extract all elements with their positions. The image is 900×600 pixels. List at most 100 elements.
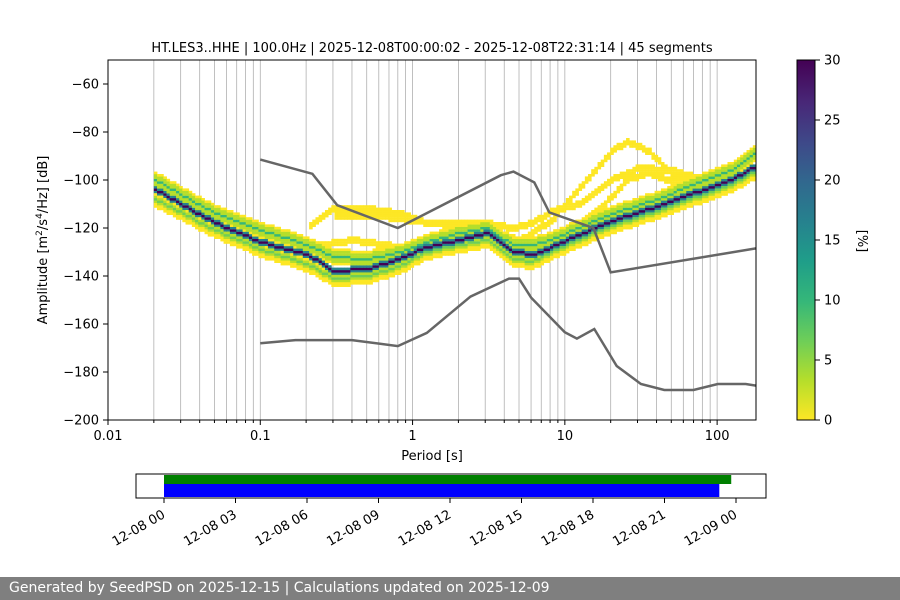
heatmap-cell — [160, 181, 164, 184]
heatmap-cell — [312, 262, 316, 266]
heatmap-cell — [752, 178, 756, 182]
heatmap-cell — [746, 150, 751, 153]
heatmap-cell — [176, 217, 180, 220]
heatmap-cell — [245, 234, 250, 237]
heatmap-cell — [521, 253, 526, 256]
heatmap-cell — [267, 234, 272, 237]
heatmap-cell — [588, 236, 592, 239]
heatmap-cell — [550, 258, 554, 261]
heatmap-cell — [210, 222, 215, 225]
heatmap-cell — [619, 176, 624, 179]
heatmap-cell — [752, 152, 756, 155]
heatmap-cell — [258, 226, 262, 230]
heatmap-cell — [185, 210, 190, 213]
heatmap-cell — [572, 205, 576, 208]
heatmap-cell — [176, 193, 180, 196]
heatmap-cell — [743, 183, 747, 187]
heatmap-cell — [534, 262, 538, 266]
heatmap-cell — [350, 253, 354, 256]
heatmap-cell — [195, 226, 199, 230]
heatmap-cell — [328, 248, 332, 251]
heatmap-cell — [290, 231, 294, 235]
heatmap-cell — [182, 188, 186, 191]
heatmap-cell — [388, 219, 392, 223]
heatmap-cell — [657, 214, 662, 218]
timeline-tick-label: 12-08 00 — [110, 507, 168, 549]
heatmap-cell — [312, 243, 316, 247]
heatmap-cell — [331, 238, 335, 242]
heatmap-cell — [188, 205, 193, 208]
heatmap-cell — [350, 236, 354, 239]
heatmap-cell — [575, 224, 579, 227]
heatmap-cell — [629, 205, 633, 208]
heatmap-cell — [683, 181, 687, 184]
heatmap-cell — [195, 202, 199, 206]
heatmap-cell — [657, 157, 662, 160]
heatmap-cell — [692, 181, 697, 184]
heatmap-cell — [499, 234, 503, 237]
heatmap-cell — [217, 231, 221, 235]
heatmap-cell — [562, 229, 567, 232]
heatmap-cell — [702, 171, 706, 175]
heatmap-cell — [328, 212, 332, 215]
heatmap-cell — [613, 210, 617, 213]
heatmap-cell — [160, 183, 164, 187]
heatmap-cell — [645, 150, 649, 153]
heatmap-cell — [423, 255, 427, 259]
heatmap-cell — [201, 198, 205, 201]
heatmap-cell — [375, 267, 380, 271]
heatmap-cell — [657, 202, 662, 206]
heatmap-cell — [350, 214, 354, 218]
heatmap-cell — [553, 207, 557, 211]
heatmap-cell — [695, 195, 700, 199]
heatmap-cell — [198, 217, 202, 220]
heatmap-cell — [711, 178, 716, 182]
heatmap-cell — [543, 238, 548, 242]
heatmap-cell — [515, 258, 519, 261]
heatmap-cell — [584, 195, 589, 199]
heatmap-cell — [727, 166, 732, 170]
heatmap-cell — [578, 200, 583, 203]
heatmap-cell — [588, 212, 592, 215]
heatmap-cell — [651, 207, 655, 211]
heatmap-cell — [401, 255, 405, 259]
heatmap-cell — [632, 212, 636, 215]
heatmap-cell — [280, 255, 285, 259]
heatmap-cell — [204, 231, 209, 235]
heatmap-cell — [613, 224, 617, 227]
heatmap-cell — [553, 210, 557, 213]
heatmap-cell — [416, 222, 421, 225]
heatmap-cell — [299, 260, 304, 263]
heatmap-cell — [610, 207, 614, 211]
heatmap-cell — [328, 279, 332, 283]
heatmap-cell — [607, 217, 611, 220]
heatmap-cell — [426, 248, 430, 251]
heatmap-cell — [619, 183, 624, 187]
colorbar-tick-label: 5 — [824, 354, 832, 369]
heatmap-cell — [153, 190, 158, 194]
heatmap-cell — [375, 272, 380, 275]
heatmap-cell — [359, 270, 364, 273]
heatmap-cell — [340, 258, 345, 261]
heatmap-cell — [305, 243, 310, 247]
heatmap-cell — [160, 178, 164, 182]
heatmap-cell — [632, 166, 636, 170]
heatmap-cell — [331, 258, 335, 261]
heatmap-cell — [610, 224, 614, 227]
heatmap-cell — [353, 207, 358, 211]
heatmap-cell — [546, 243, 551, 247]
heatmap-cell — [515, 265, 519, 268]
heatmap-cell — [600, 217, 605, 220]
heatmap-cell — [654, 190, 659, 194]
heatmap-cell — [556, 248, 560, 251]
heatmap-cell — [382, 262, 386, 266]
heatmap-cell — [679, 193, 684, 196]
heatmap-cell — [705, 174, 709, 177]
heatmap-cell — [337, 272, 342, 275]
heatmap-cell — [404, 212, 408, 215]
heatmap-cell — [226, 217, 231, 220]
heatmap-cell — [207, 219, 212, 223]
heatmap-cell — [736, 186, 741, 189]
heatmap-cell — [705, 171, 709, 175]
heatmap-cell — [312, 241, 316, 244]
